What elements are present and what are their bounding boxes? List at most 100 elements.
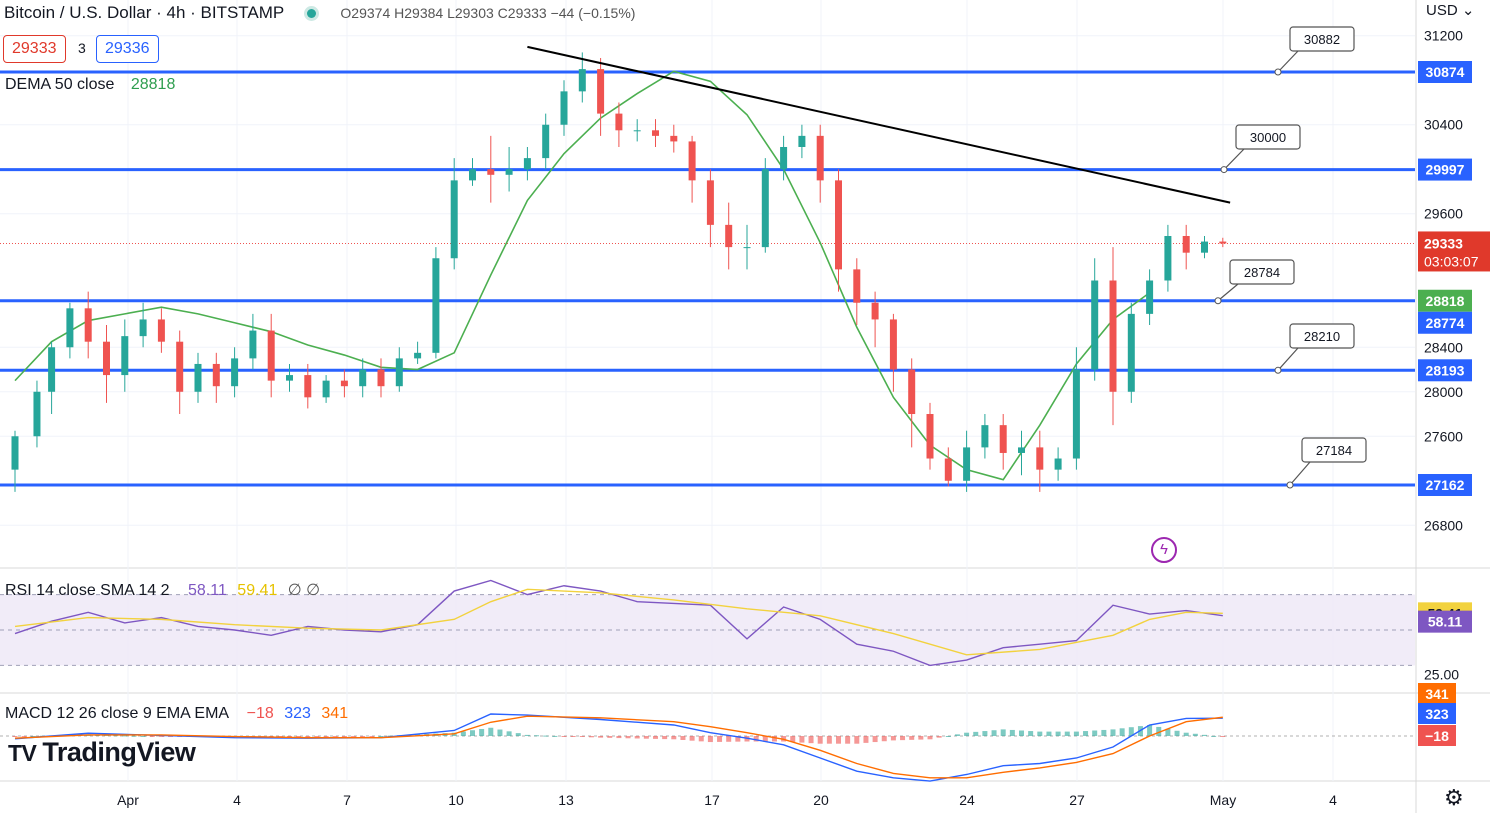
macd-histogram-bar	[1055, 731, 1061, 736]
currency-selector[interactable]: USD ⌄	[1426, 1, 1474, 19]
candle-body	[267, 330, 275, 381]
macd-histogram-bar	[1000, 729, 1006, 736]
rsi-legend[interactable]: RSI 14 close SMA 14 2 58.11 59.41 ∅ ∅	[5, 580, 320, 600]
macd-axis-tag-label: 323	[1425, 706, 1449, 722]
callout-anchor	[1274, 68, 1282, 76]
macd-histogram-bar	[1220, 736, 1226, 737]
macd-histogram-bar	[534, 735, 540, 737]
macd-histogram-bar	[1174, 730, 1180, 736]
candle-body	[249, 330, 257, 359]
macd-histogram-bar	[149, 736, 155, 737]
dema-legend[interactable]: DEMA 50 close 28818	[5, 76, 175, 94]
macd-histogram-bar	[30, 736, 36, 737]
level-callout-label: 28784	[1244, 265, 1280, 280]
price-axis-tick: 28400	[1424, 339, 1463, 355]
callout-anchor	[1274, 366, 1282, 374]
rsi-sma-value: 59.41	[237, 582, 278, 599]
macd-histogram-bar	[1092, 730, 1098, 736]
candle-body	[450, 180, 458, 259]
macd-histogram-bar	[140, 736, 146, 737]
price-axis-tick: 28000	[1424, 384, 1463, 400]
macd-histogram-bar	[341, 736, 347, 737]
rsi-label: RSI 14 close SMA 14 2	[5, 582, 170, 599]
price-axis-tag	[1418, 311, 1472, 334]
price-axis-tag	[1418, 158, 1472, 181]
buy-price-button[interactable]: 29336	[96, 35, 159, 63]
time-axis-tick: May	[1210, 792, 1236, 808]
macd-histogram-bar	[323, 736, 329, 737]
chart-header: Bitcoin / U.S. Dollar · 4h · BITSTAMP O2…	[4, 3, 635, 23]
candle-body	[1219, 241, 1227, 244]
last-price-tag-label: 29333	[1424, 235, 1463, 251]
macd-histogram-bar	[113, 735, 119, 737]
level-callout-label: 28210	[1304, 329, 1340, 344]
macd-histogram-bar	[1009, 729, 1015, 736]
time-axis-tick: 10	[448, 792, 464, 808]
price-axis-tag-label: 28818	[1426, 293, 1465, 309]
price-axis-tick: 29600	[1424, 206, 1463, 222]
callout-leader	[1289, 461, 1311, 486]
rsi-value: 58.11	[187, 582, 227, 599]
macd-histogram-bar	[561, 736, 567, 737]
macd-histogram-bar	[1083, 731, 1089, 736]
countdown-label: 03:03:07	[1424, 253, 1479, 269]
tradingview-logo[interactable]: TV TradingView	[8, 737, 196, 768]
symbol-title[interactable]: Bitcoin / U.S. Dollar · 4h · BITSTAMP	[4, 3, 284, 22]
macd-histogram-bar	[1202, 734, 1207, 736]
candle-body	[414, 352, 422, 359]
candle-body	[706, 180, 714, 225]
time-axis-tick: 13	[558, 792, 574, 808]
time-axis-tick: Apr	[117, 792, 139, 808]
candle-body	[871, 302, 879, 320]
macd-signal-value: 341	[321, 705, 349, 722]
candle-body	[1018, 447, 1025, 453]
macd-histogram-bar	[1101, 729, 1107, 736]
candle-body	[652, 130, 659, 136]
price-axis-tick: 26800	[1424, 517, 1463, 533]
candle-body	[231, 358, 239, 387]
macd-histogram-bar	[1147, 725, 1153, 736]
candle-body	[505, 169, 513, 175]
macd-histogram-bar	[378, 736, 384, 737]
macd-histogram-bar	[1028, 731, 1034, 736]
lightning-icon[interactable]: ϟ	[1151, 537, 1177, 563]
candle-body	[432, 258, 440, 353]
macd-histogram-bar	[671, 736, 677, 740]
macd-legend[interactable]: MACD 12 26 close 9 EMA EMA −18 323 341	[5, 705, 348, 723]
macd-histogram-bar	[168, 736, 174, 737]
candle-body	[377, 369, 385, 387]
macd-axis-tag-label: −18	[1425, 728, 1449, 744]
macd-axis-tag	[1418, 703, 1456, 724]
gear-icon[interactable]: ⚙	[1444, 785, 1464, 810]
candle-body	[469, 169, 476, 181]
macd-histogram-bar	[1119, 728, 1125, 736]
macd-histogram-bar	[817, 736, 823, 744]
macd-histogram-bar	[762, 736, 768, 742]
macd-histogram-bar	[854, 736, 860, 744]
macd-histogram-bar	[1019, 730, 1024, 736]
macd-histogram-bar	[991, 730, 997, 736]
macd-histogram-bar	[863, 736, 869, 743]
macd-histogram-bar	[360, 736, 366, 737]
macd-histogram-bar	[332, 736, 338, 737]
macd-histogram-bar	[881, 736, 887, 742]
candle-body	[194, 363, 202, 392]
candle-body	[1054, 458, 1062, 470]
sell-price-button[interactable]: 29333	[3, 35, 66, 63]
macd-label: MACD 12 26 close 9 EMA EMA	[5, 705, 229, 722]
macd-histogram-bar	[927, 736, 933, 740]
rsi-axis-tag	[1418, 610, 1472, 633]
candle-body	[780, 146, 788, 170]
spread-count: 3	[78, 40, 86, 56]
macd-histogram-bar	[717, 736, 723, 742]
macd-histogram-bar	[625, 736, 631, 739]
candle-body	[1036, 447, 1044, 470]
tv-logo-icon: TV	[8, 740, 37, 766]
candle-body	[1091, 280, 1099, 370]
macd-histogram-bar	[634, 736, 640, 739]
macd-histogram-bar	[277, 736, 283, 737]
logo-text: TradingView	[42, 737, 196, 767]
level-callout-label: 30882	[1304, 32, 1340, 47]
